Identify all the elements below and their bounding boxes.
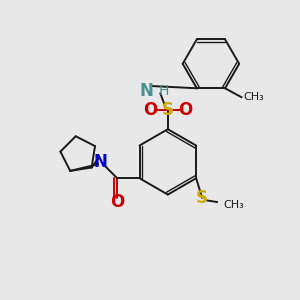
Text: N: N [94,153,108,171]
Text: O: O [143,101,157,119]
Text: S: S [162,101,174,119]
Text: O: O [178,101,193,119]
Text: CH₃: CH₃ [243,92,264,102]
Text: N: N [139,82,153,100]
Text: O: O [110,193,124,211]
Text: S: S [196,189,208,207]
Text: CH₃: CH₃ [223,200,244,210]
Text: H: H [159,84,169,98]
